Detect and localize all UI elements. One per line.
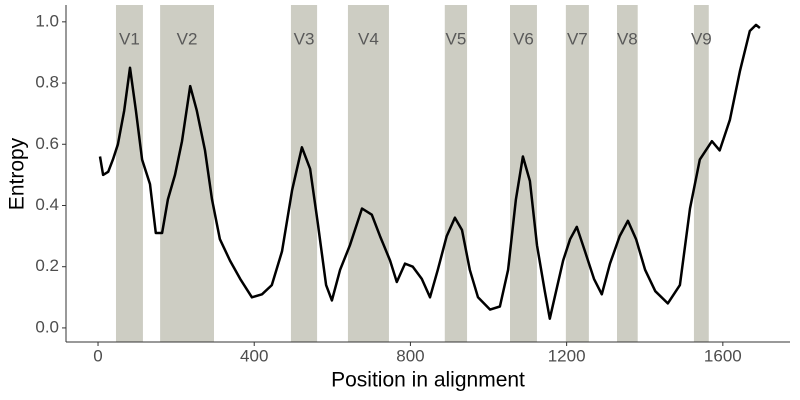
region-label: V3 <box>294 30 315 49</box>
y-tick-label: 0.4 <box>35 195 59 214</box>
region <box>693 5 709 342</box>
x-tick-label: 0 <box>93 346 102 365</box>
region <box>160 5 215 342</box>
y-axis-title: Entropy <box>6 137 29 210</box>
y-tick-label: 0.0 <box>35 317 59 336</box>
x-tick-label: 1600 <box>704 346 742 365</box>
region-label: V1 <box>119 30 140 49</box>
region-label: V7 <box>567 30 588 49</box>
region-label: V4 <box>358 30 379 49</box>
y-tick-label: 0.6 <box>35 134 59 153</box>
region <box>617 5 638 342</box>
region <box>444 5 468 342</box>
region-label: V9 <box>691 30 712 49</box>
x-tick-label: 400 <box>240 346 268 365</box>
region <box>115 5 143 342</box>
x-tick-label: 1200 <box>548 346 586 365</box>
region-label: V2 <box>177 30 198 49</box>
region-label: V6 <box>513 30 534 49</box>
y-tick-label: 1.0 <box>35 11 59 30</box>
region-label: V5 <box>446 30 467 49</box>
x-axis-title: Position in alignment <box>331 369 525 392</box>
y-tick-label: 0.8 <box>35 73 59 92</box>
y-tick-label: 0.2 <box>35 256 59 275</box>
entropy-line <box>98 23 761 320</box>
region <box>347 5 389 342</box>
x-tick-label: 800 <box>396 346 424 365</box>
region <box>510 5 537 342</box>
region-label: V8 <box>617 30 638 49</box>
region <box>565 5 589 342</box>
